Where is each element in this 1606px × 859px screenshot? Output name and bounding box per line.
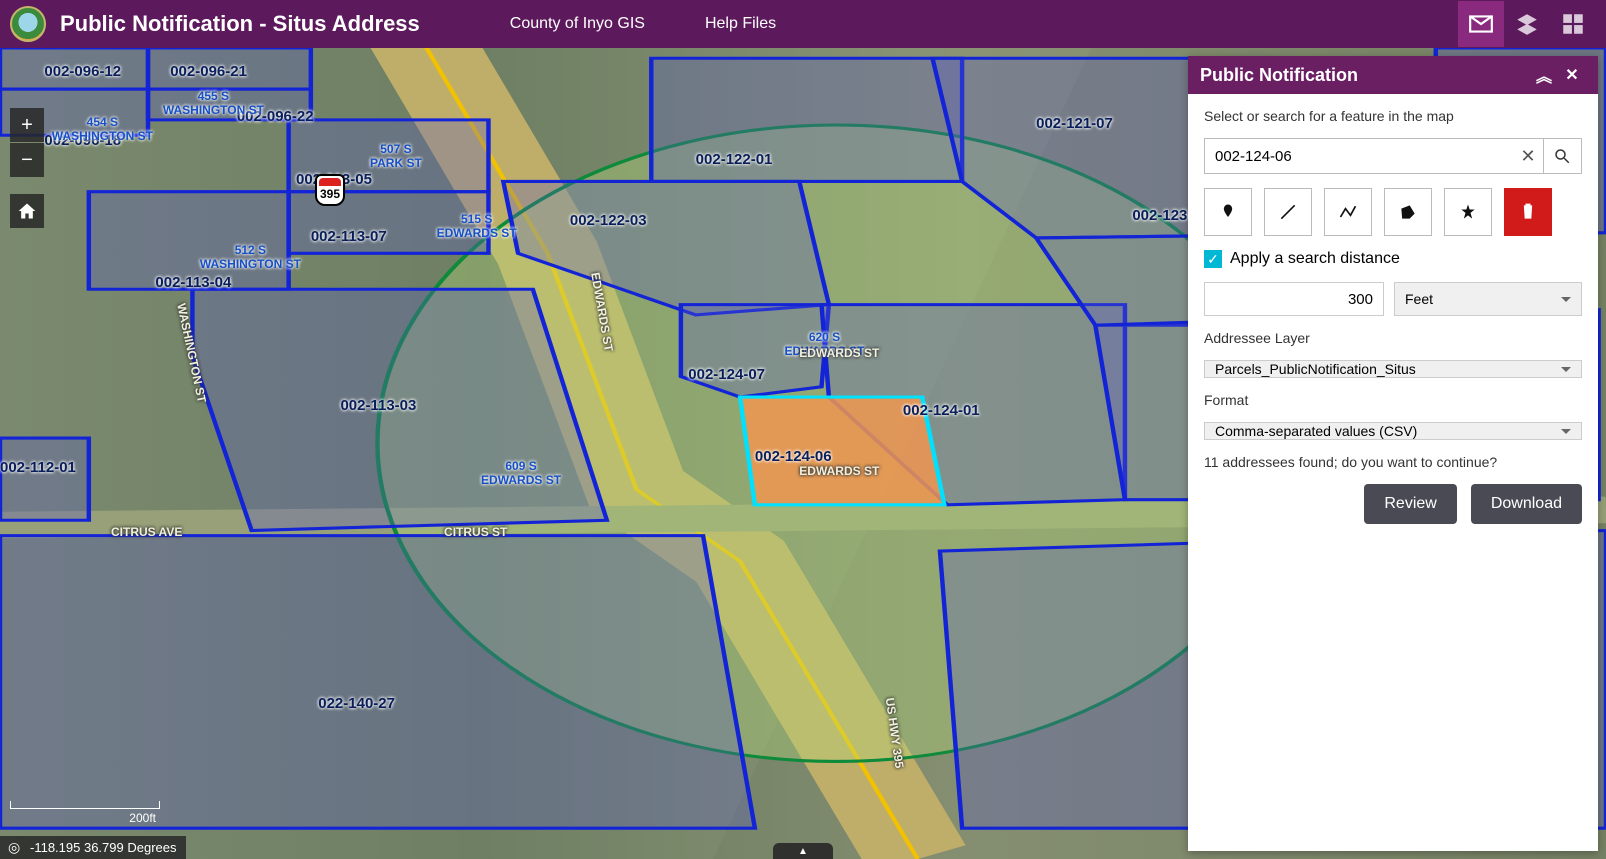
parcel-label: 002-122-01 — [696, 151, 773, 168]
parcel-label: 002-112-01 — [0, 459, 76, 476]
download-button[interactable]: Download — [1471, 484, 1582, 524]
home-button[interactable] — [10, 194, 44, 228]
route-shield-395: 395 — [315, 174, 345, 206]
address-label: 512 SWASHINGTON ST — [200, 243, 301, 271]
apply-distance-checkbox[interactable]: ✓ — [1204, 250, 1222, 268]
app-header: Public Notification - Situs Address Coun… — [0, 0, 1606, 48]
distance-input[interactable] — [1204, 282, 1384, 316]
zoom-control: + − — [10, 108, 44, 177]
address-label: 609 SEDWARDS ST — [481, 459, 561, 487]
clear-search-icon[interactable]: ✕ — [1514, 138, 1542, 174]
parcel-label: 002-113-07 — [311, 228, 387, 245]
coordinate-readout: -118.195 36.799 Degrees — [0, 836, 186, 859]
link-help-files[interactable]: Help Files — [705, 15, 776, 33]
parcel-label: 002-096-12 — [44, 63, 121, 80]
parcel-label: 022-140-27 — [318, 695, 395, 712]
search-input[interactable] — [1204, 138, 1544, 174]
scale-bar: 200ft — [10, 801, 160, 825]
search-label: Select or search for a feature in the ma… — [1204, 108, 1582, 124]
sketch-point-tool[interactable] — [1204, 188, 1252, 236]
panel-title: Public Notification — [1200, 65, 1358, 86]
address-label: 455 SWASHINGTON ST — [163, 89, 264, 117]
parcel-label: 002-124-07 — [688, 366, 765, 383]
link-county-gis[interactable]: County of Inyo GIS — [510, 15, 645, 33]
addressee-layer-select[interactable]: Parcels_PublicNotification_Situs — [1204, 360, 1582, 378]
road-label: EDWARDS ST — [799, 346, 879, 360]
address-label: 454 SWASHINGTON ST — [52, 115, 153, 143]
format-select[interactable]: Comma-separated values (CSV) — [1204, 422, 1582, 440]
layers-icon[interactable] — [1504, 1, 1550, 47]
close-icon[interactable]: ✕ — [1558, 65, 1586, 85]
app-logo — [10, 6, 46, 42]
zoom-in-button[interactable]: + — [10, 108, 44, 142]
sketch-line-tool[interactable] — [1264, 188, 1312, 236]
basemap-icon[interactable] — [1550, 1, 1596, 47]
header-links: County of Inyo GIS Help Files — [510, 15, 776, 33]
parcel-label: 002-121-07 — [1036, 115, 1113, 132]
search-button[interactable] — [1542, 138, 1582, 174]
format-label: Format — [1204, 392, 1582, 408]
parcel-label: 002-122-03 — [570, 212, 647, 229]
clear-sketch-button[interactable] — [1504, 188, 1552, 236]
public-notification-panel: Public Notification ︽ ✕ Select or search… — [1188, 56, 1598, 851]
road-label: CITRUS ST — [444, 525, 507, 539]
sketch-polyline-tool[interactable] — [1324, 188, 1372, 236]
parcel-polygon[interactable] — [0, 536, 755, 829]
addressee-label: Addressee Layer — [1204, 330, 1582, 346]
parcel-label: 002-113-04 — [155, 274, 231, 291]
panel-header: Public Notification ︽ ✕ — [1188, 56, 1598, 94]
sketch-tool-row — [1204, 188, 1582, 236]
sketch-freehand-tool[interactable] — [1444, 188, 1492, 236]
sketch-polygon-tool[interactable] — [1384, 188, 1432, 236]
parcel-label: 002-096-21 — [170, 63, 247, 80]
parcel-polygon[interactable] — [0, 438, 89, 520]
road-label: EDWARDS ST — [799, 464, 879, 478]
parcel-label: 002-124-01 — [903, 402, 980, 419]
collapse-icon[interactable]: ︽ — [1530, 63, 1558, 87]
address-label: 515 SEDWARDS ST — [437, 212, 517, 240]
zoom-out-button[interactable]: − — [10, 143, 44, 177]
status-text: 11 addressees found; do you want to cont… — [1204, 454, 1582, 470]
road-label: CITRUS AVE — [111, 525, 182, 539]
distance-unit-select[interactable]: Feet — [1394, 282, 1582, 316]
parcel-label: 002-113-03 — [340, 397, 416, 414]
address-label: 507 SPARK ST — [370, 142, 422, 170]
app-title: Public Notification - Situs Address — [60, 11, 420, 37]
review-button[interactable]: Review — [1364, 484, 1456, 524]
notify-icon[interactable] — [1458, 1, 1504, 47]
attribute-tray-handle[interactable]: ▲ — [773, 843, 833, 859]
apply-distance-label: Apply a search distance — [1230, 250, 1400, 268]
